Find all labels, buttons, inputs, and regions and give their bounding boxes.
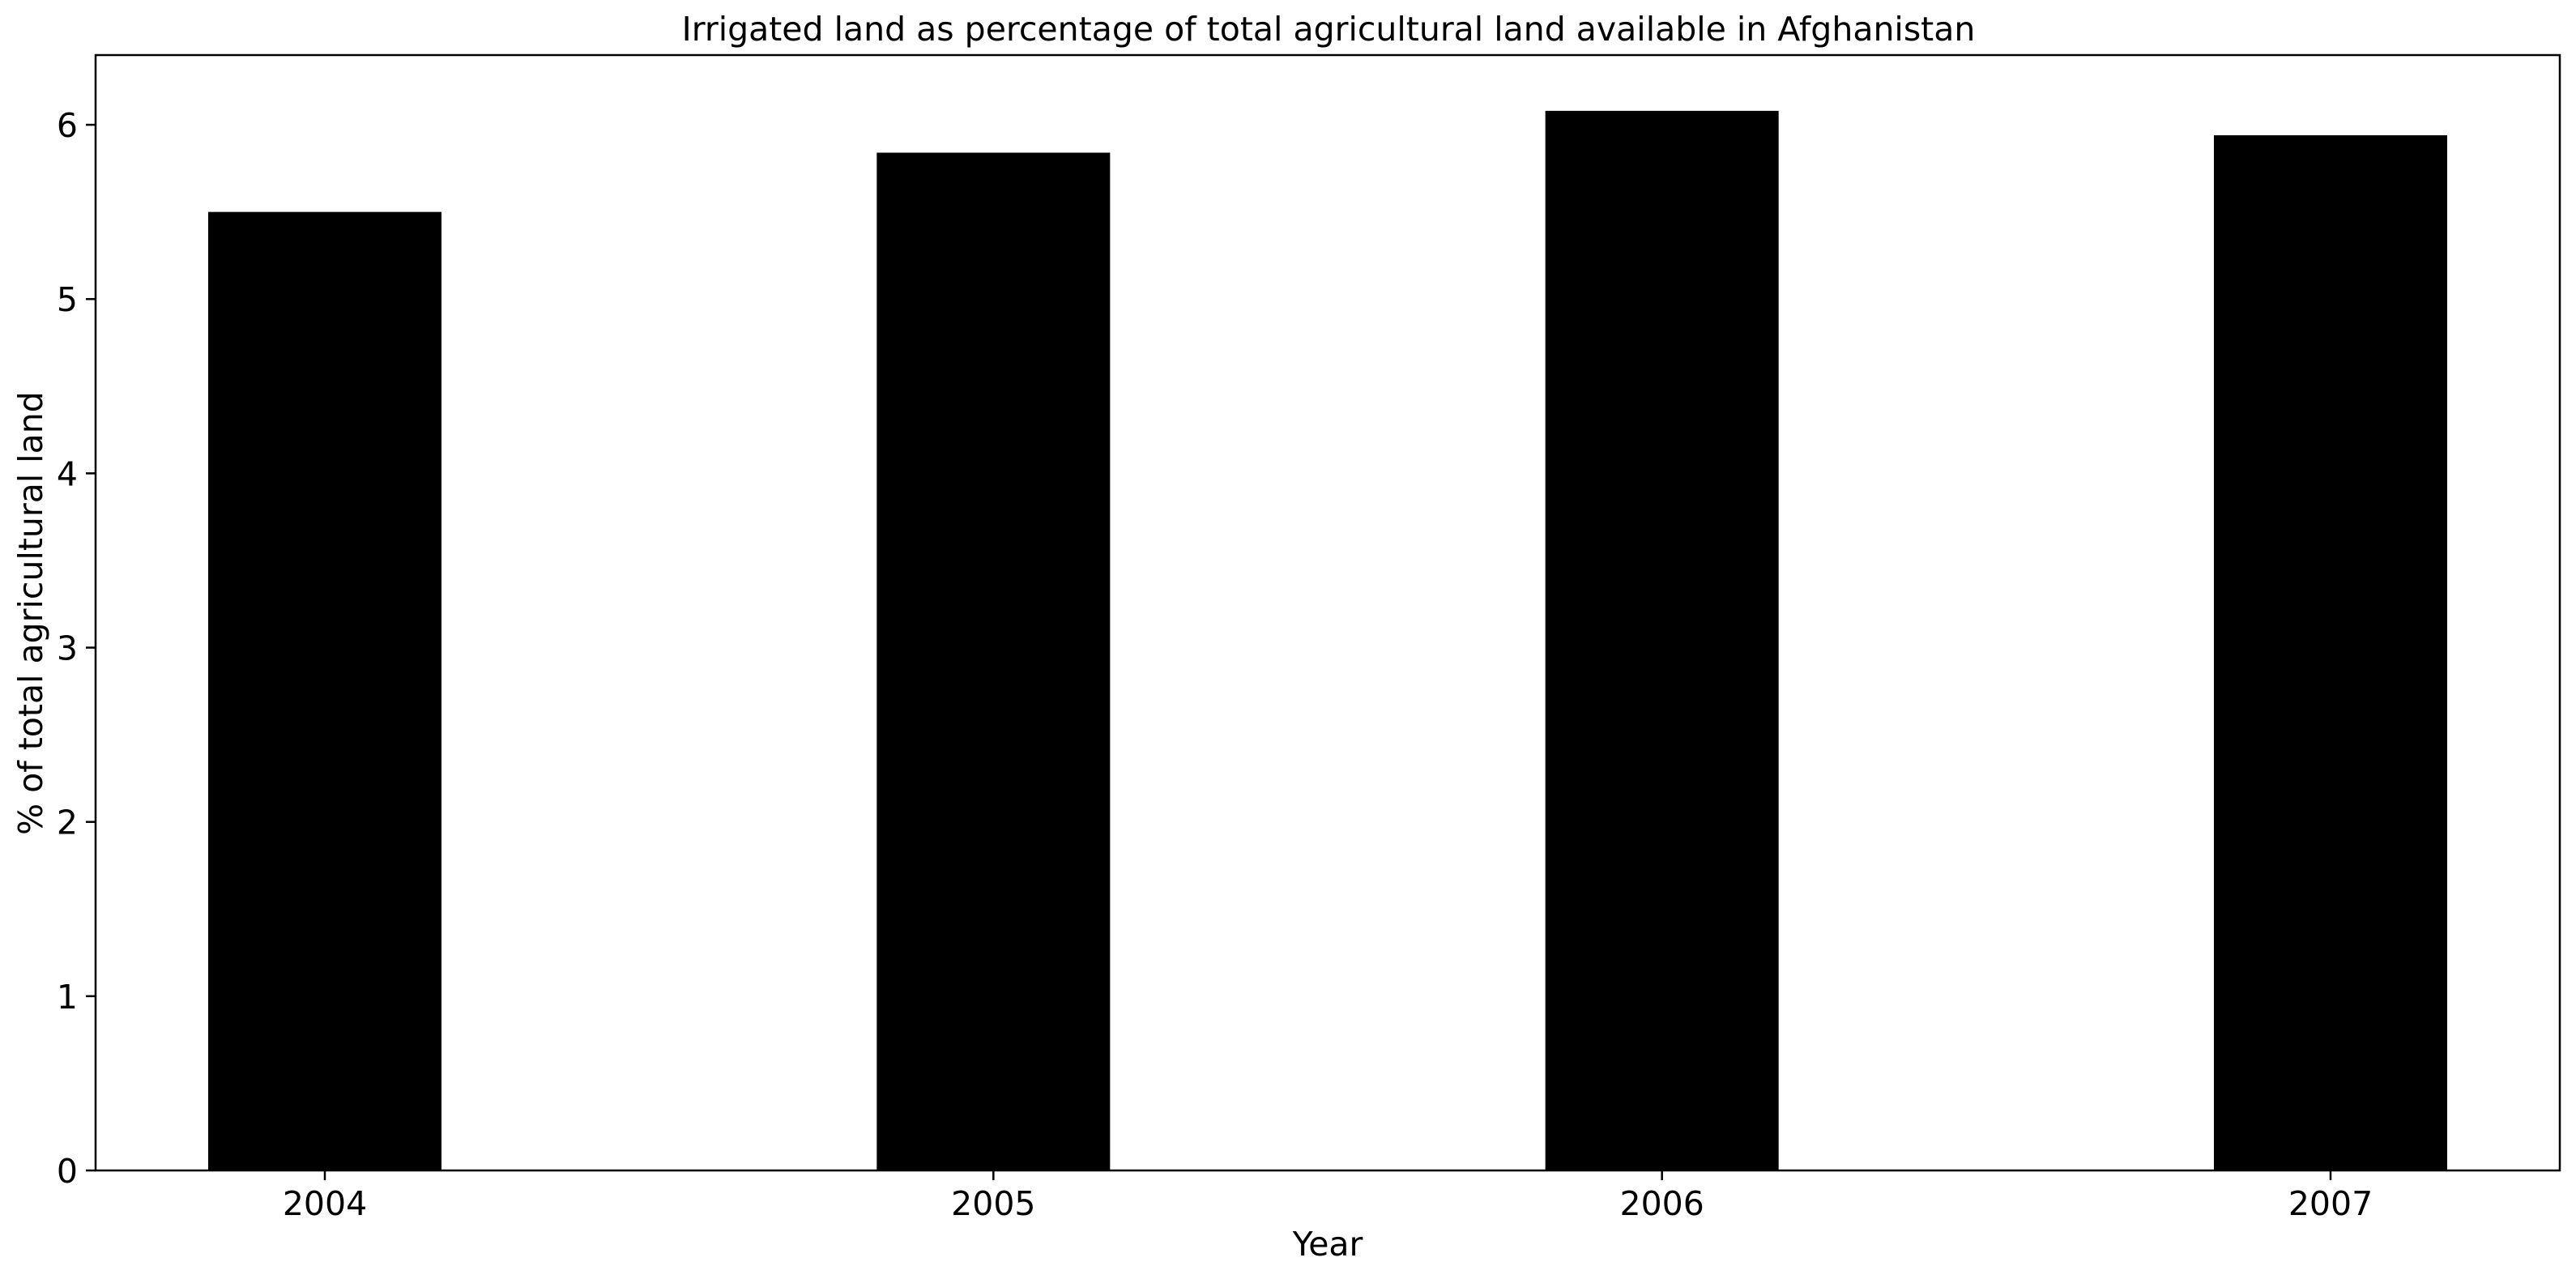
- y-tick-label-4: 4: [57, 454, 78, 493]
- y-tick-label-5: 5: [57, 280, 78, 319]
- x-axis-label: Year: [1292, 1225, 1363, 1264]
- x-tick-label-2005: 2005: [951, 1184, 1035, 1223]
- x-tick-label-2006: 2006: [1619, 1184, 1704, 1223]
- chart-title: Irrigated land as percentage of total ag…: [682, 10, 1976, 49]
- x-axis: 2004 2005 2006 2007: [283, 1170, 2373, 1223]
- y-tick-label-1: 1: [57, 978, 78, 1017]
- y-tick-label-6: 6: [57, 106, 78, 145]
- x-tick-label-2007: 2007: [2288, 1184, 2373, 1223]
- bar-2006: [1545, 110, 1779, 1171]
- y-tick-label-2: 2: [57, 804, 78, 842]
- y-axis-label: % of total agricultural land: [11, 391, 50, 835]
- plot-area: [94, 53, 2561, 1172]
- bar-2005: [876, 152, 1111, 1170]
- bar-2004: [208, 211, 441, 1170]
- bars: [208, 110, 2447, 1171]
- y-tick-label-0: 0: [57, 1152, 78, 1191]
- x-tick-label-2004: 2004: [283, 1184, 367, 1223]
- y-tick-label-3: 3: [57, 629, 78, 668]
- bar-2007: [2214, 134, 2447, 1170]
- y-axis: 0 1 2 3 4 5 6: [57, 106, 96, 1191]
